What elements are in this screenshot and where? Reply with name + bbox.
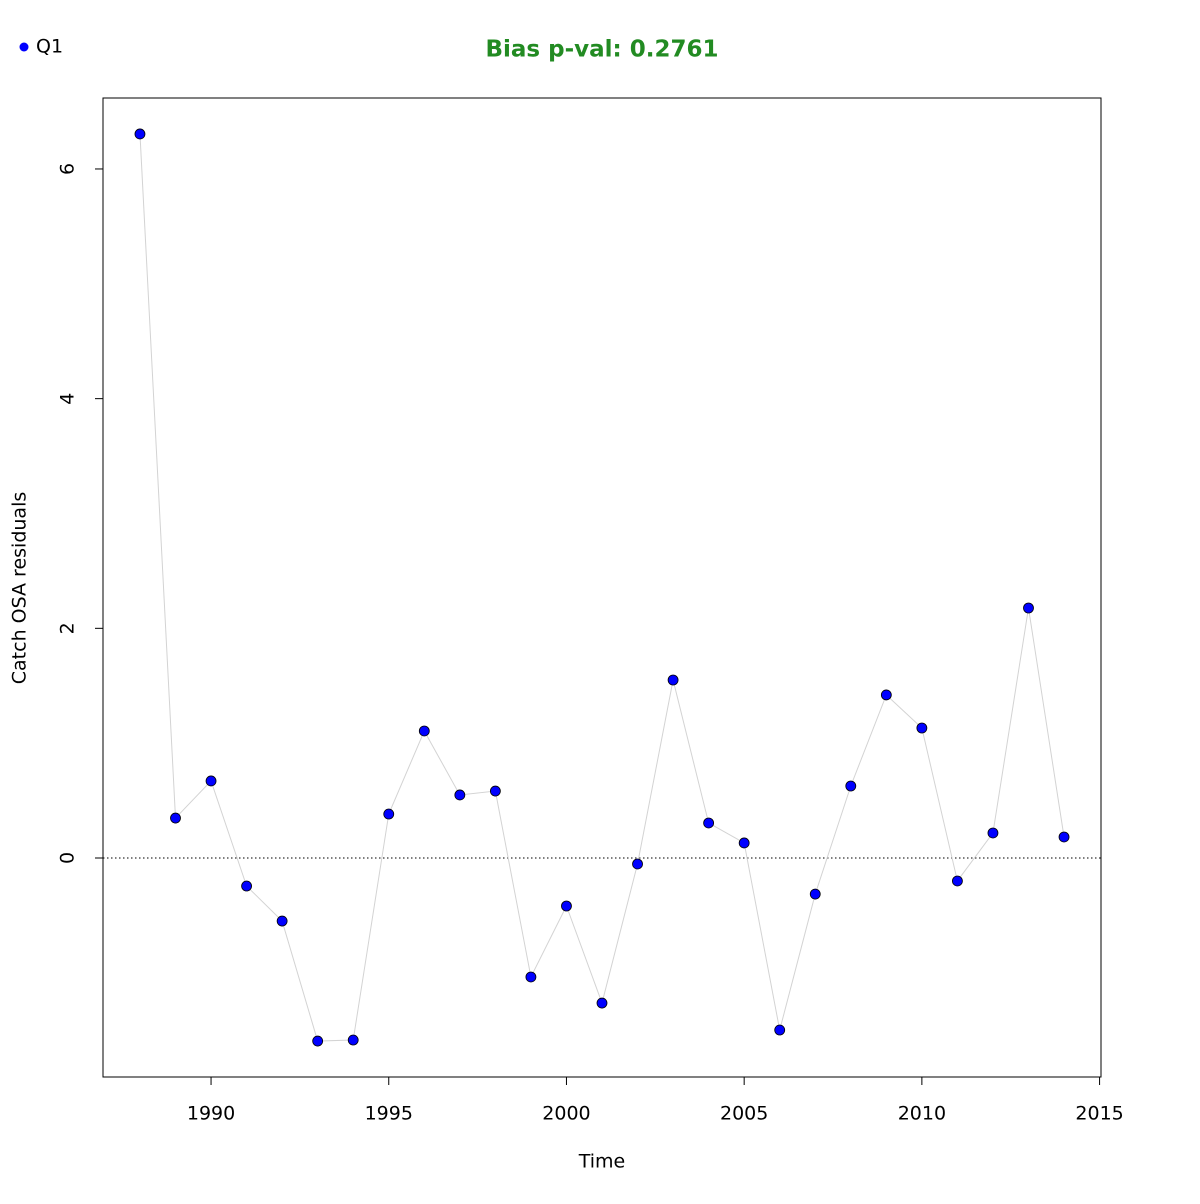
point xyxy=(276,915,288,927)
x-tick-label: 2005 xyxy=(720,1103,768,1125)
point xyxy=(525,971,537,983)
point xyxy=(703,817,715,829)
point xyxy=(987,827,999,839)
point xyxy=(774,1024,786,1036)
point xyxy=(916,722,928,734)
x-tick-label: 1990 xyxy=(187,1103,235,1125)
point xyxy=(845,780,857,792)
x-tick-label: 2015 xyxy=(1075,1103,1123,1125)
point xyxy=(454,789,466,801)
legend-label: Q1 xyxy=(36,36,63,58)
y-tick-label: 4 xyxy=(57,393,79,405)
point xyxy=(561,900,572,912)
legend-marker xyxy=(19,42,29,52)
point xyxy=(667,674,679,686)
point xyxy=(632,858,643,870)
point xyxy=(383,808,395,820)
y-tick-label: 6 xyxy=(57,163,79,175)
point xyxy=(1023,602,1034,614)
point xyxy=(205,775,217,787)
point xyxy=(809,888,821,900)
point xyxy=(134,128,146,140)
point xyxy=(312,1035,324,1047)
x-axis-label: Time xyxy=(578,1151,626,1173)
x-tick-label: 1995 xyxy=(365,1103,413,1125)
point xyxy=(170,812,181,824)
point xyxy=(489,785,501,797)
y-tick-label: 0 xyxy=(57,852,79,864)
x-tick-label: 2000 xyxy=(542,1103,590,1125)
point xyxy=(418,725,430,737)
x-tick-label: 2010 xyxy=(898,1103,946,1125)
point xyxy=(1058,831,1070,843)
point xyxy=(880,689,892,701)
chart-title: Bias p-val: 0.2761 xyxy=(486,37,719,63)
point xyxy=(596,997,608,1009)
plot-frame xyxy=(102,97,1102,1078)
point xyxy=(241,880,252,892)
point xyxy=(347,1034,359,1046)
y-tick-label: 2 xyxy=(57,622,79,634)
point xyxy=(952,875,963,887)
y-axis-label: Catch OSA residuals xyxy=(9,492,31,684)
point xyxy=(738,837,750,849)
